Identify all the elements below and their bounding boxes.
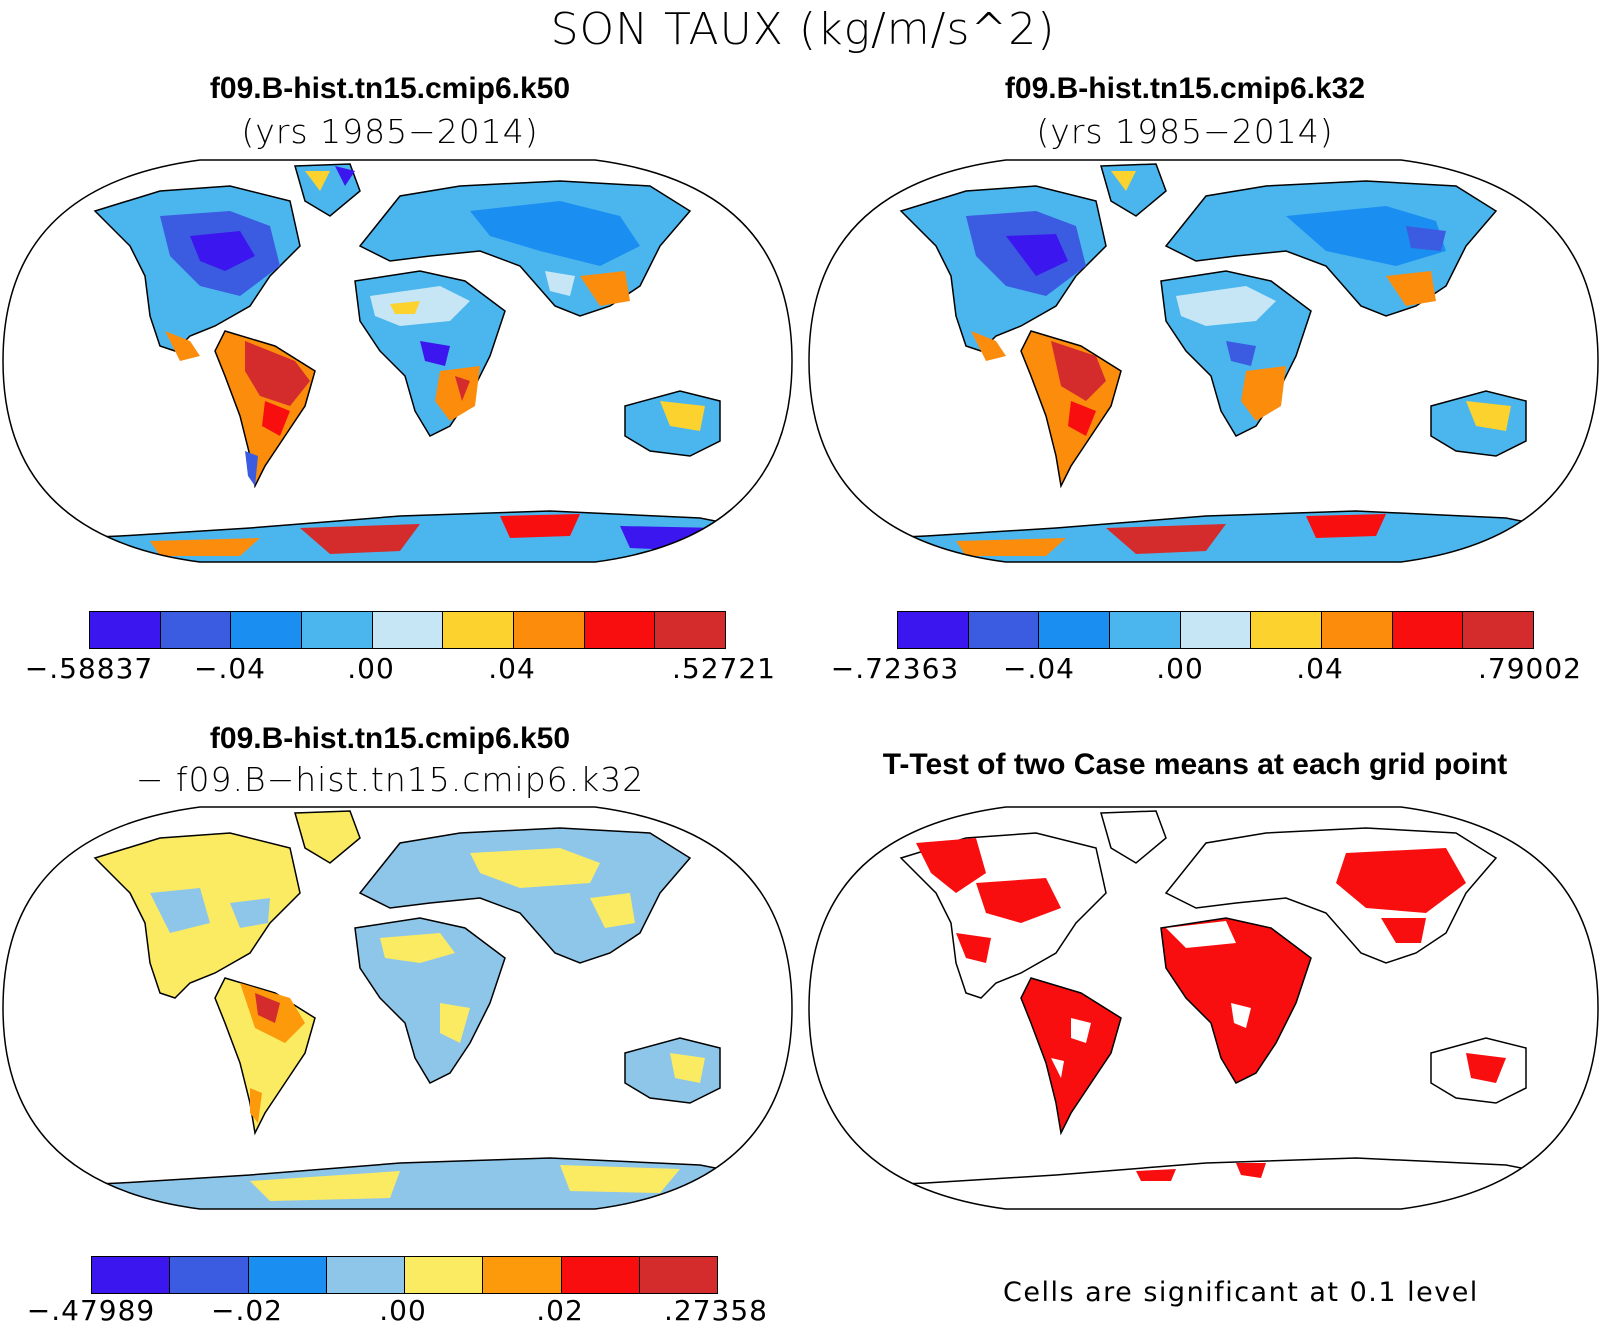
panel1-tick-min: −.58837 [24,652,154,685]
colorbar-swatch [231,612,303,648]
colorbar-swatch [170,1257,249,1293]
panel3-title: f09.B-hist.tn15.cmip6.k50 [209,722,571,755]
panel2-tick-neg: −.04 [1003,652,1075,685]
colorbar-swatch [405,1257,484,1293]
panel2-colorbar [897,611,1534,649]
panel1-tick-pos: .04 [488,652,536,685]
colorbar-swatch [561,1257,640,1293]
colorbar-swatch [372,612,444,648]
panel3-colorbar [91,1256,718,1294]
panel2-map [808,159,1599,563]
panel1-tick-max: .52721 [672,652,776,685]
colorbar-swatch [90,612,161,648]
colorbar-swatch [655,612,726,648]
colorbar-swatch [1180,612,1252,648]
panel3-tick-neg: −.02 [211,1294,283,1327]
panel2-tick-zero: .00 [1156,652,1204,685]
colorbar-swatch [1463,612,1534,648]
colorbar-swatch [1039,612,1111,648]
panel1-subtitle: (yrs 1985−2014) [241,112,539,151]
colorbar-swatch [639,1257,717,1293]
figure-title: SON TAUX (kg/m/s^2) [550,4,1056,55]
panel2-subtitle: (yrs 1985−2014) [1036,112,1334,151]
colorbar-swatch [1110,612,1181,648]
panel3-tick-zero: .00 [379,1294,427,1327]
colorbar-swatch [443,612,515,648]
colorbar-swatch [514,612,585,648]
colorbar-swatch [302,612,373,648]
colorbar-swatch [1392,612,1464,648]
colorbar-swatch [968,612,1040,648]
panel1-map [2,159,793,563]
colorbar-swatch [584,612,656,648]
panel1-tick-neg: −.04 [194,652,266,685]
panel3-tick-pos: .02 [536,1294,584,1327]
colorbar-swatch [898,612,969,648]
panel1-colorbar [89,611,726,649]
colorbar-swatch [483,1257,562,1293]
panel2-title: f09.B-hist.tn15.cmip6.k32 [1004,72,1366,105]
colorbar-swatch [160,612,232,648]
colorbar-swatch [1322,612,1393,648]
panel2-tick-min: −.72363 [830,652,960,685]
panel1-title: f09.B-hist.tn15.cmip6.k50 [209,72,571,105]
colorbar-swatch [248,1257,327,1293]
panel2-tick-pos: .04 [1296,652,1344,685]
panel2-tick-max: .79002 [1478,652,1582,685]
panel4-title: T-Test of two Case means at each grid po… [882,748,1508,781]
colorbar-swatch [326,1257,405,1293]
panel3-map [2,806,793,1210]
panel3-tick-max: .27358 [664,1294,768,1327]
colorbar-swatch [1251,612,1323,648]
panel3-tick-min: −.47989 [26,1294,156,1327]
panel4-map [808,806,1599,1210]
panel1-tick-zero: .00 [347,652,395,685]
panel3-subtitle: − f09.B−hist.tn15.cmip6.k32 [135,760,645,799]
significance-note: Cells are significant at 0.1 level [1003,1277,1479,1308]
colorbar-swatch [92,1257,171,1293]
